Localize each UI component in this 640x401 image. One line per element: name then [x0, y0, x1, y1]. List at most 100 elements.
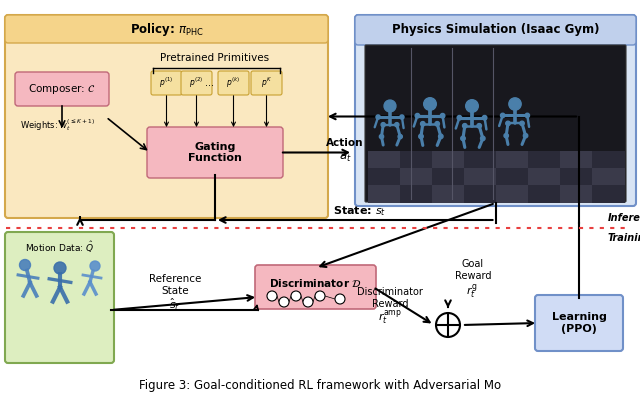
FancyBboxPatch shape [218, 71, 249, 95]
FancyBboxPatch shape [181, 71, 212, 95]
Circle shape [509, 98, 521, 110]
Circle shape [525, 113, 529, 117]
FancyBboxPatch shape [5, 232, 114, 363]
Circle shape [400, 115, 404, 119]
Text: $p^{(2)}$: $p^{(2)}$ [189, 76, 204, 90]
Circle shape [461, 136, 465, 141]
Text: Pretrained Primitives: Pretrained Primitives [161, 53, 269, 63]
Circle shape [376, 115, 380, 119]
Text: $p^{(k)}$: $p^{(k)}$ [227, 76, 241, 90]
Circle shape [267, 291, 277, 301]
FancyBboxPatch shape [464, 151, 497, 169]
Circle shape [524, 134, 528, 138]
FancyBboxPatch shape [15, 72, 109, 106]
Circle shape [54, 262, 66, 274]
Text: Training: Training [608, 233, 640, 243]
Text: Inference: Inference [608, 213, 640, 223]
Circle shape [435, 122, 440, 126]
Text: State: $s_t$: State: $s_t$ [333, 204, 387, 218]
FancyBboxPatch shape [400, 151, 433, 169]
FancyBboxPatch shape [464, 168, 497, 186]
Circle shape [398, 134, 403, 139]
Text: $p^{K}$: $p^{K}$ [261, 76, 272, 90]
FancyBboxPatch shape [592, 168, 625, 186]
Text: Reference
State: Reference State [149, 274, 201, 296]
Circle shape [381, 123, 385, 127]
Circle shape [419, 134, 423, 139]
Circle shape [463, 124, 467, 128]
Text: $p^{(1)}$: $p^{(1)}$ [159, 76, 173, 90]
Circle shape [506, 121, 510, 126]
Circle shape [483, 115, 487, 120]
Circle shape [477, 124, 481, 128]
FancyBboxPatch shape [251, 71, 282, 95]
FancyBboxPatch shape [400, 185, 433, 203]
FancyBboxPatch shape [496, 185, 529, 203]
Text: Discriminator $\mathcal{D}$: Discriminator $\mathcal{D}$ [269, 277, 362, 289]
Circle shape [424, 98, 436, 110]
Text: Motion Data: $\hat{Q}$: Motion Data: $\hat{Q}$ [25, 239, 94, 255]
Text: Action: Action [326, 138, 364, 148]
Circle shape [436, 313, 460, 337]
Circle shape [335, 294, 345, 304]
FancyBboxPatch shape [560, 151, 593, 169]
Circle shape [291, 291, 301, 301]
FancyBboxPatch shape [368, 168, 401, 186]
FancyBboxPatch shape [528, 151, 561, 169]
Circle shape [384, 100, 396, 112]
Circle shape [395, 123, 399, 127]
FancyBboxPatch shape [5, 15, 328, 218]
FancyBboxPatch shape [464, 185, 497, 203]
FancyBboxPatch shape [368, 185, 401, 203]
FancyBboxPatch shape [592, 185, 625, 203]
Circle shape [520, 121, 524, 126]
FancyBboxPatch shape [528, 185, 561, 203]
FancyBboxPatch shape [355, 15, 636, 45]
Circle shape [500, 113, 505, 117]
Text: Goal
Reward: Goal Reward [455, 259, 492, 281]
FancyBboxPatch shape [432, 185, 465, 203]
Circle shape [380, 134, 383, 139]
FancyBboxPatch shape [496, 168, 529, 186]
Text: $r_t^{\mathrm{g}}$: $r_t^{\mathrm{g}}$ [467, 283, 477, 301]
Circle shape [279, 297, 289, 307]
Text: Policy: $\pi_{\mathrm{PHC}}$: Policy: $\pi_{\mathrm{PHC}}$ [130, 20, 204, 38]
FancyBboxPatch shape [535, 295, 623, 351]
Circle shape [466, 100, 478, 112]
Circle shape [440, 113, 445, 118]
Text: Physics Simulation (Isaac Gym): Physics Simulation (Isaac Gym) [392, 24, 599, 36]
Text: $a_t$: $a_t$ [339, 151, 351, 164]
Circle shape [457, 115, 461, 120]
FancyBboxPatch shape [432, 168, 465, 186]
Circle shape [438, 134, 443, 139]
FancyBboxPatch shape [592, 151, 625, 169]
Text: Figure 3: Goal-conditioned RL framework with Adversarial Mo: Figure 3: Goal-conditioned RL framework … [139, 379, 501, 391]
FancyBboxPatch shape [496, 151, 529, 169]
Text: ...: ... [205, 78, 214, 88]
Circle shape [90, 261, 100, 271]
FancyBboxPatch shape [355, 15, 636, 206]
FancyBboxPatch shape [365, 45, 626, 202]
FancyBboxPatch shape [368, 151, 401, 169]
Circle shape [315, 291, 325, 301]
FancyBboxPatch shape [5, 15, 328, 43]
Text: Discriminator
Reward: Discriminator Reward [357, 287, 423, 309]
FancyBboxPatch shape [560, 168, 593, 186]
FancyBboxPatch shape [528, 168, 561, 186]
Circle shape [481, 136, 485, 141]
Circle shape [420, 122, 425, 126]
Circle shape [504, 134, 508, 138]
FancyBboxPatch shape [560, 185, 593, 203]
Circle shape [415, 113, 420, 118]
FancyBboxPatch shape [400, 168, 433, 186]
Text: Composer: $\mathcal{C}$: Composer: $\mathcal{C}$ [28, 82, 96, 96]
FancyBboxPatch shape [255, 265, 376, 309]
Text: Learning
(PPO): Learning (PPO) [552, 312, 607, 334]
Circle shape [19, 259, 31, 271]
Text: $\hat{s}_t$: $\hat{s}_t$ [170, 297, 180, 313]
Circle shape [303, 297, 313, 307]
Text: Gating
Function: Gating Function [188, 142, 242, 163]
FancyBboxPatch shape [151, 71, 182, 95]
Text: Weights: $w_t^{(\leq K+1)}$: Weights: $w_t^{(\leq K+1)}$ [20, 117, 95, 133]
FancyBboxPatch shape [432, 151, 465, 169]
